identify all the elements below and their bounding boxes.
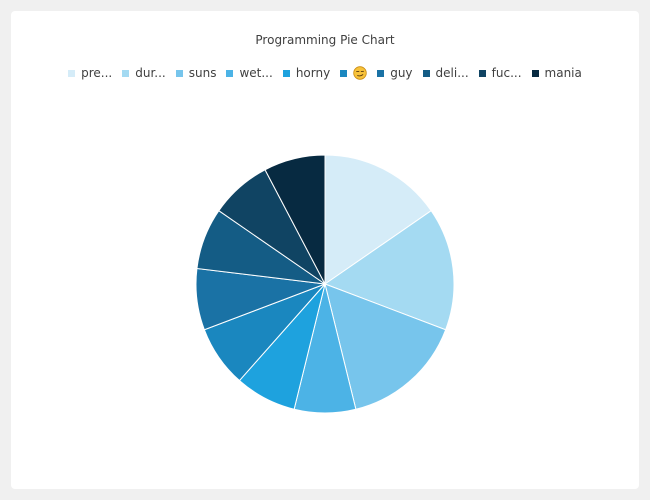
legend-item[interactable]: horny — [282, 66, 331, 80]
legend-swatch — [422, 69, 430, 77]
legend-item[interactable]: suns — [175, 66, 217, 80]
legend-swatch — [340, 69, 348, 77]
legend-label: mania — [544, 66, 582, 80]
chart-legend: pre... dur... suns wet... horny 😏 guy deli... fu… — [11, 66, 639, 80]
pie-chart — [195, 154, 455, 414]
legend-swatch — [68, 69, 76, 77]
legend-item[interactable]: guy — [377, 66, 413, 80]
legend-swatch — [226, 69, 234, 77]
pie-slice[interactable] — [323, 210, 455, 331]
legend-label: dur... — [135, 66, 166, 80]
legend-swatch — [122, 69, 130, 77]
legend-label: fuc... — [491, 66, 522, 80]
legend-item[interactable]: fuc... — [478, 66, 522, 80]
legend-item[interactable]: deli... — [422, 66, 469, 80]
legend-item[interactable]: wet... — [226, 66, 273, 80]
legend-label: wet... — [239, 66, 273, 80]
legend-swatch — [175, 69, 183, 77]
legend-item[interactable]: pre... — [68, 66, 112, 80]
legend-label: pre... — [81, 66, 113, 80]
legend-swatch — [377, 69, 385, 77]
legend-label: suns — [188, 66, 217, 80]
legend-swatch — [478, 69, 486, 77]
chart-card: Programming Pie Chart pre... dur... suns we… — [11, 11, 639, 489]
pie-slice[interactable] — [264, 154, 326, 285]
legend-item[interactable]: mania — [531, 66, 582, 80]
pie-slice[interactable] — [324, 154, 432, 285]
smirk-emoji-icon: 😏 — [353, 66, 367, 80]
pie-slice[interactable] — [324, 283, 447, 410]
legend-label: guy — [390, 66, 413, 80]
legend-item[interactable]: dur... — [122, 66, 166, 80]
chart-title: Programming Pie Chart — [255, 33, 395, 47]
legend-swatch — [531, 69, 539, 77]
legend-swatch — [282, 69, 290, 77]
legend-label: deli... — [435, 66, 469, 80]
legend-label: horny — [295, 66, 331, 80]
legend-item[interactable]: 😏 — [340, 66, 367, 80]
